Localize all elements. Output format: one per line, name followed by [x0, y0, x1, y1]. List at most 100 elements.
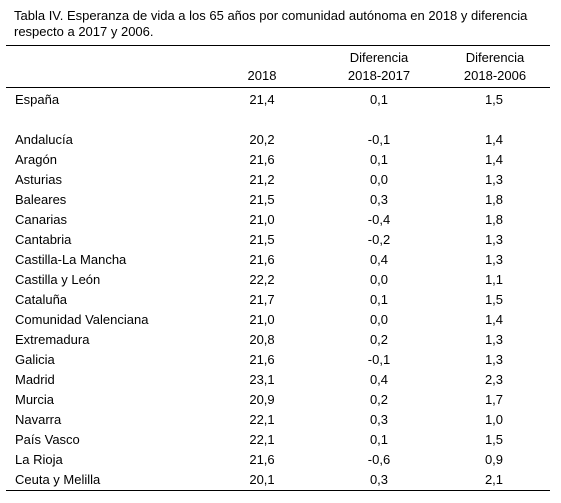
row-name: Galicia [15, 352, 55, 367]
table-row: Asturias 21,2 0,0 1,3 [0, 170, 561, 190]
row-diff-2017: 0,1 [369, 152, 389, 167]
header-2018: 2018 [247, 68, 277, 83]
row-value-2018: 21,6 [249, 252, 275, 267]
table-row: Navarra 22,1 0,3 1,0 [0, 410, 561, 430]
header-rule [6, 87, 550, 88]
row-name: País Vasco [15, 432, 80, 447]
row-diff-2006: 0,9 [484, 452, 504, 467]
row-value-2018: 21,6 [249, 452, 275, 467]
table-row: La Rioja 21,6 -0,6 0,9 [0, 450, 561, 470]
row-diff-2006: 1,3 [484, 352, 504, 367]
row-value-2018: 21,2 [249, 172, 275, 187]
row-diff-2006: 1,1 [484, 272, 504, 287]
row-diff-2017: 0,1 [369, 432, 389, 447]
row-name: Comunidad Valenciana [15, 312, 149, 327]
row-value-2018: 21,4 [249, 92, 275, 107]
table-row: Castilla-La Mancha 21,6 0,4 1,3 [0, 250, 561, 270]
row-value-2018: 22,1 [249, 412, 275, 427]
row-name: Castilla y León [15, 272, 101, 287]
header-d17-line1: Diferencia [349, 50, 409, 65]
row-name: Asturias [15, 172, 62, 187]
header-diferencia-2018-2006: Diferencia 2018-2006 [445, 49, 545, 85]
table-row: Ceuta y Melilla 20,1 0,3 2,1 [0, 470, 561, 490]
row-name: Andalucía [15, 132, 73, 147]
header-d06-line2: 2018-2006 [463, 68, 527, 83]
row-diff-2017: -0,2 [367, 232, 391, 247]
row-name: Cantabria [15, 232, 72, 247]
row-diff-2006: 1,4 [484, 312, 504, 327]
table-row: Cataluña 21,7 0,1 1,5 [0, 290, 561, 310]
row-diff-2017: 0,2 [369, 392, 389, 407]
row-diff-2006: 1,5 [484, 432, 504, 447]
row-diff-2006: 2,1 [484, 472, 504, 487]
row-diff-2006: 1,3 [484, 232, 504, 247]
row-diff-2017: 0,1 [369, 292, 389, 307]
table-container: Tabla IV. Esperanza de vida a los 65 año… [6, 6, 553, 44]
row-diff-2017: 0,0 [369, 312, 389, 327]
table-row: Comunidad Valenciana 21,0 0,0 1,4 [0, 310, 561, 330]
row-value-2018: 21,5 [249, 192, 275, 207]
row-name: España [15, 92, 60, 107]
row-diff-2017: 0,3 [369, 192, 389, 207]
row-name: Baleares [15, 192, 67, 207]
row-value-2018: 20,2 [249, 132, 275, 147]
row-value-2018: 21,5 [249, 232, 275, 247]
row-value-2018: 23,1 [249, 372, 275, 387]
row-diff-2006: 1,5 [484, 92, 504, 107]
table-row: Aragón 21,6 0,1 1,4 [0, 150, 561, 170]
row-diff-2006: 2,3 [484, 372, 504, 387]
row-diff-2006: 1,3 [484, 252, 504, 267]
row-diff-2017: 0,0 [369, 172, 389, 187]
row-diff-2006: 1,3 [484, 172, 504, 187]
row-name: Aragón [15, 152, 57, 167]
row-name: Murcia [15, 392, 55, 407]
row-diff-2017: 0,4 [369, 372, 389, 387]
header-diferencia-2018-2017: Diferencia 2018-2017 [334, 49, 424, 85]
row-name: Ceuta y Melilla [15, 472, 101, 487]
row-diff-2017: -0,6 [367, 452, 391, 467]
row-value-2018: 21,6 [249, 352, 275, 367]
row-diff-2006: 1,4 [484, 132, 504, 147]
row-diff-2017: 0,2 [369, 332, 389, 347]
table-row: Madrid 23,1 0,4 2,3 [0, 370, 561, 390]
table-row: Andalucía 20,2 -0,1 1,4 [0, 130, 561, 150]
row-diff-2017: 0,1 [369, 92, 389, 107]
bottom-rule [6, 490, 550, 491]
row-name: Castilla-La Mancha [15, 252, 127, 267]
row-value-2018: 20,1 [249, 472, 275, 487]
row-value-2018: 22,1 [249, 432, 275, 447]
row-name: Canarias [15, 212, 68, 227]
row-name: Cataluña [15, 292, 68, 307]
row-diff-2017: 0,3 [369, 472, 389, 487]
table-row: Extremadura 20,8 0,2 1,3 [0, 330, 561, 350]
row-diff-2006: 1,0 [484, 412, 504, 427]
table-row: Castilla y León 22,2 0,0 1,1 [0, 270, 561, 290]
header-d06-line1: Diferencia [465, 50, 525, 65]
row-value-2018: 21,6 [249, 152, 275, 167]
table-row: Canarias 21,0 -0,4 1,8 [0, 210, 561, 230]
table-row: País Vasco 22,1 0,1 1,5 [0, 430, 561, 450]
row-value-2018: 21,0 [249, 212, 275, 227]
table-row: Cantabria 21,5 -0,2 1,3 [0, 230, 561, 250]
row-name: Madrid [15, 372, 55, 387]
row-diff-2017: -0,4 [367, 212, 391, 227]
row-diff-2017: 0,3 [369, 412, 389, 427]
row-value-2018: 21,0 [249, 312, 275, 327]
row-name: La Rioja [15, 452, 63, 467]
row-diff-2006: 1,3 [484, 332, 504, 347]
row-name: Extremadura [15, 332, 90, 347]
row-diff-2017: 0,4 [369, 252, 389, 267]
row-value-2018: 22,2 [249, 272, 275, 287]
row-value-2018: 20,9 [249, 392, 275, 407]
header-d17-line2: 2018-2017 [347, 68, 411, 83]
row-diff-2006: 1,4 [484, 152, 504, 167]
table-row: Baleares 21,5 0,3 1,8 [0, 190, 561, 210]
top-rule [6, 45, 550, 46]
row-diff-2017: -0,1 [367, 352, 391, 367]
row-diff-2017: -0,1 [367, 132, 391, 147]
row-diff-2006: 1,7 [484, 392, 504, 407]
row-diff-2006: 1,8 [484, 212, 504, 227]
row-value-2018: 20,8 [249, 332, 275, 347]
row-name: Navarra [15, 412, 62, 427]
table-row: Murcia 20,9 0,2 1,7 [0, 390, 561, 410]
